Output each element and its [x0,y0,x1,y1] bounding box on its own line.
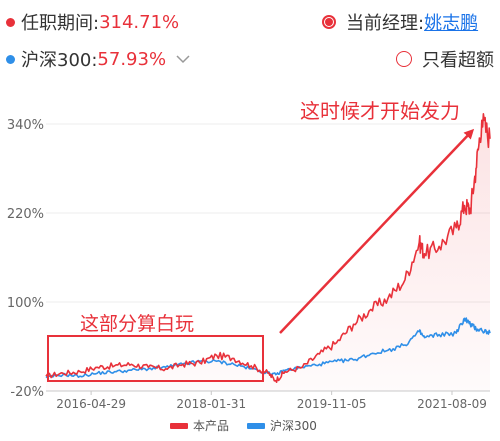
benchmark-dot-icon [6,54,15,64]
only-view-excess-toggle[interactable]: 只看超额 [396,46,494,72]
annotation-box [47,335,264,382]
only-view-label: 只看超额 [422,50,494,71]
x-tick-label: 2019-11-05 [297,397,367,411]
y-tick-label: 220% [7,207,44,222]
product-value: 314.71% [99,11,180,33]
legend-benchmark-swatch [247,423,265,429]
benchmark-label: 沪深300: [21,50,98,71]
y-tick-label: 340% [7,118,44,133]
header-row-2: 沪深300: 57.93% 只看超额 [0,42,500,74]
product-label: 任职期间: [21,13,100,34]
x-tick-label: 2016-04-29 [56,397,126,411]
annotation-arrow [279,128,475,334]
radio-selected-icon[interactable] [322,15,336,29]
y-tick-label: -20% [10,385,44,400]
product-return: 任职期间: 314.71% [6,9,179,35]
benchmark-line [45,317,491,379]
x-tick-label: 2021-08-09 [417,397,487,411]
radio-unselected-icon[interactable] [396,51,412,67]
x-axis-labels: 2016-04-29 2018-01-31 2019-11-05 2021-08-09 [56,391,487,411]
x-tick-label: 2018-01-31 [176,397,246,411]
manager-label: 当前经理: [346,13,425,34]
product-dot-icon [6,17,15,27]
annotation-arrow-text: 这时候才开始发力 [300,99,460,123]
benchmark-return[interactable]: 沪深300: 57.93% [6,46,190,72]
annotation-box-text: 这部分算白玩 [80,313,194,335]
legend-product-label: 本产品 [193,419,229,433]
manager-selector[interactable]: 当前经理: 姚志鹏 [322,9,478,35]
legend: 本产品 沪深300 [170,419,317,433]
y-tick-label: 100% [7,296,44,311]
benchmark-value: 57.93% [97,48,167,70]
legend-benchmark-label: 沪深300 [270,419,317,433]
header-row-1: 任职期间: 314.71% 当前经理: 姚志鹏 [0,4,500,36]
chevron-down-icon[interactable] [176,54,190,64]
legend-product-swatch [170,423,188,429]
manager-name-link[interactable]: 姚志鹏 [424,13,479,34]
y-axis-labels: 340% 220% 100% -20% [7,118,44,400]
product-area [46,113,490,392]
product-line [45,113,491,384]
